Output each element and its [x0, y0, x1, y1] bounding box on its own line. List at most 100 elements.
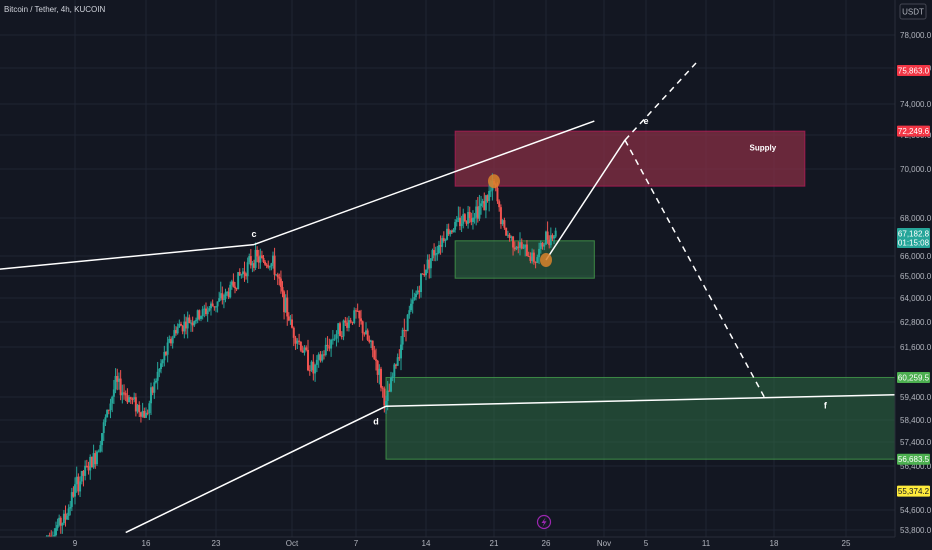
candle-body	[70, 492, 73, 507]
candle-body	[498, 201, 501, 208]
candle-body	[148, 403, 151, 414]
wave-label-f: f	[824, 401, 828, 411]
candle-body	[69, 506, 72, 509]
trendline	[125, 405, 387, 534]
candle-body	[447, 228, 450, 235]
candle-body	[270, 263, 273, 267]
candle-body	[480, 203, 483, 206]
candle-body	[301, 350, 304, 353]
flash-icon-ring	[536, 514, 552, 530]
candle-body	[284, 297, 287, 313]
candle-body	[517, 246, 520, 248]
candle-body	[326, 344, 329, 347]
candle-body	[112, 389, 115, 397]
price-badge	[897, 485, 930, 497]
candle-body	[278, 277, 281, 279]
candle-body	[176, 327, 179, 334]
projection-dashed	[624, 139, 765, 398]
candle-body	[346, 322, 349, 328]
y-tick-label: 68,000.0	[900, 214, 932, 223]
candle-body	[411, 299, 414, 304]
candle-body	[439, 245, 442, 247]
candle-body	[294, 337, 297, 344]
candle-body	[216, 301, 219, 307]
candle-body	[496, 187, 499, 202]
x-tick-label: 23	[212, 539, 221, 548]
wave-label-c: c	[251, 229, 256, 239]
candle-body	[483, 201, 486, 211]
candle-body	[522, 247, 525, 249]
x-tick-label: 26	[542, 539, 551, 548]
candle-body	[418, 290, 421, 293]
candle-body	[175, 330, 177, 334]
candle-body	[475, 206, 478, 218]
candle-body	[398, 357, 401, 359]
candle-body	[283, 291, 286, 313]
y-tick-label: 78,000.0	[900, 31, 932, 40]
candle-body	[476, 206, 479, 219]
price-axis[interactable]: 78,000.076,000.074,000.072,000.070,000.0…	[900, 31, 932, 535]
candle-body	[478, 205, 481, 219]
candle-body	[124, 393, 127, 396]
candle-body	[405, 330, 407, 332]
price-badge-label: 55,374.2	[898, 487, 930, 496]
trendline	[253, 120, 595, 246]
candle-body	[56, 524, 59, 529]
candle-body	[328, 346, 331, 349]
candle-body	[452, 229, 455, 233]
candle-body	[525, 244, 528, 256]
candle-body	[307, 349, 309, 371]
candle-body	[396, 357, 399, 366]
candle-body	[168, 338, 171, 343]
candle-body	[366, 330, 369, 340]
candle-body	[273, 255, 276, 275]
y-tick-label: 53,800.0	[900, 526, 932, 535]
candle-body	[298, 340, 301, 342]
candle-body	[143, 410, 146, 418]
candle-body	[243, 271, 246, 274]
candle-body	[454, 222, 457, 230]
candle-body	[536, 257, 539, 263]
grid	[0, 0, 895, 537]
zone-demand-lower	[385, 376, 899, 460]
currency-button-label: USDT	[902, 8, 924, 17]
candle-body	[259, 255, 262, 263]
candle-body	[499, 207, 502, 225]
candle-body	[59, 517, 62, 526]
candle-body	[400, 344, 402, 359]
candle-body	[486, 195, 489, 201]
candle-body	[437, 245, 440, 254]
markers	[488, 174, 552, 267]
flash-icon[interactable]	[536, 514, 552, 530]
currency-button[interactable]: USDT	[899, 3, 927, 20]
time-axis[interactable]: 9 16 23 Oct 7 14 21 26 Nov 5 11 18 25	[73, 539, 851, 548]
price-badge	[897, 453, 930, 465]
candle-body	[89, 456, 92, 471]
candle-body	[519, 242, 521, 248]
candle-body	[376, 360, 379, 375]
candle-body	[457, 217, 460, 220]
candle-body	[268, 266, 271, 268]
price-badge	[897, 371, 930, 383]
candle-body	[529, 256, 532, 261]
candle-body	[291, 319, 293, 328]
candle-body	[527, 255, 530, 257]
candle-body	[230, 281, 233, 285]
candle-body	[449, 230, 452, 235]
candle-body	[117, 378, 120, 382]
candle-body	[460, 223, 463, 227]
candle-body	[191, 322, 194, 326]
candle-body	[471, 217, 474, 222]
candle-body	[406, 314, 409, 332]
candle-body	[77, 476, 80, 492]
x-tick-label: 5	[644, 539, 649, 548]
candle-body	[337, 323, 340, 335]
candle-body	[75, 476, 78, 485]
candle-body	[520, 242, 523, 249]
candle-body	[310, 361, 313, 371]
candle-body	[381, 387, 384, 389]
y-tick-label: 58,400.0	[900, 416, 932, 425]
candle-body	[240, 274, 243, 276]
candle-body	[331, 339, 334, 341]
